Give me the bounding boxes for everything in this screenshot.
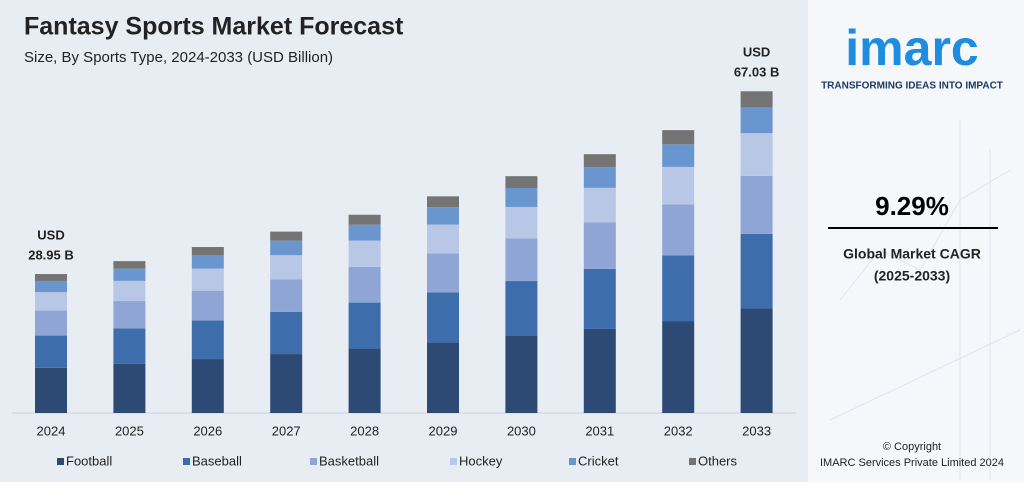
bar-segment bbox=[662, 144, 695, 167]
total-label: 67.03 B bbox=[734, 65, 780, 80]
bar-segment bbox=[427, 253, 459, 293]
bar-segment bbox=[35, 310, 67, 336]
total-label: 28.95 B bbox=[28, 247, 74, 262]
legend-swatch bbox=[569, 458, 576, 465]
bar-segment bbox=[505, 281, 538, 337]
legend-label: Baseball bbox=[192, 453, 242, 468]
chart-title: Fantasy Sports Market Forecast bbox=[24, 13, 404, 41]
bar-segment bbox=[348, 214, 381, 225]
bar-segment bbox=[740, 233, 773, 309]
bar-segment bbox=[505, 206, 538, 239]
x-tick-label: 2033 bbox=[742, 423, 771, 438]
cagr-label: Global Market CAGR bbox=[843, 246, 981, 262]
company: IMARC Services Private Limited 2024 bbox=[820, 457, 1004, 469]
bar-segment bbox=[113, 261, 146, 269]
bar-segment bbox=[348, 240, 381, 267]
legend-swatch bbox=[183, 458, 190, 465]
bar-segment bbox=[270, 311, 303, 355]
legend-label: Basketball bbox=[319, 453, 379, 468]
x-tick-label: 2030 bbox=[507, 423, 536, 438]
x-tick-label: 2024 bbox=[37, 423, 66, 438]
legend-label: Others bbox=[698, 453, 738, 468]
x-tick-label: 2031 bbox=[585, 423, 614, 438]
legend-swatch bbox=[310, 458, 317, 465]
bar-segment bbox=[662, 204, 695, 256]
total-label: USD bbox=[37, 227, 64, 242]
bar-segment bbox=[35, 367, 67, 413]
bar-segment bbox=[270, 279, 303, 312]
bar-segment bbox=[348, 348, 381, 413]
bar-segment bbox=[348, 266, 381, 303]
bar-segment bbox=[740, 107, 773, 134]
bar-segment bbox=[113, 301, 146, 329]
legend-label: Football bbox=[66, 453, 112, 468]
bar-segment bbox=[35, 280, 67, 293]
chart-subtitle: Size, By Sports Type, 2024-2033 (USD Bil… bbox=[24, 49, 333, 66]
legend-swatch bbox=[57, 458, 64, 465]
bar-segment bbox=[270, 354, 303, 413]
bar-segment bbox=[740, 308, 773, 413]
sidebar-background bbox=[808, 0, 1024, 482]
legend-swatch bbox=[689, 458, 696, 465]
bar-segment bbox=[505, 187, 538, 207]
bar-segment bbox=[583, 268, 616, 329]
bar-segment bbox=[427, 196, 459, 208]
bar-segment bbox=[740, 175, 773, 234]
bar-segment bbox=[583, 187, 616, 223]
bar-segment bbox=[348, 224, 381, 241]
bar-segment bbox=[583, 328, 616, 413]
bar-segment bbox=[427, 292, 459, 343]
bar-segment bbox=[35, 292, 67, 311]
bar-segment bbox=[191, 359, 224, 413]
bar-segment bbox=[348, 302, 381, 349]
bar-segment bbox=[583, 154, 616, 168]
legend-swatch bbox=[450, 458, 457, 465]
bar-segment bbox=[191, 268, 224, 291]
x-tick-label: 2027 bbox=[272, 423, 301, 438]
bar-segment bbox=[662, 130, 695, 145]
tagline: TRANSFORMING IDEAS INTO IMPACT bbox=[821, 81, 1003, 92]
x-tick-label: 2029 bbox=[429, 423, 458, 438]
bar-segment bbox=[505, 336, 538, 413]
bar-segment bbox=[113, 280, 146, 302]
cagr-period: (2025-2033) bbox=[874, 268, 950, 284]
cagr-value: 9.29% bbox=[875, 191, 949, 221]
bar-segment bbox=[35, 335, 67, 368]
bar-segment bbox=[505, 238, 538, 282]
bar-segment bbox=[662, 321, 695, 413]
legend-label: Hockey bbox=[459, 453, 503, 468]
bar-segment bbox=[113, 328, 146, 364]
bar-segment bbox=[113, 363, 146, 413]
bar-segment bbox=[270, 231, 303, 241]
bar-segment bbox=[191, 255, 224, 269]
bar-segment bbox=[662, 166, 695, 205]
bar-segment bbox=[191, 247, 224, 256]
bar-segment bbox=[427, 224, 459, 254]
bar-segment bbox=[740, 133, 773, 176]
sidebar-decoration bbox=[829, 120, 1021, 480]
bar-segment bbox=[191, 290, 224, 321]
legend-label: Cricket bbox=[578, 453, 619, 468]
bar-segment bbox=[427, 342, 459, 413]
x-tick-label: 2032 bbox=[664, 423, 693, 438]
bar-segment bbox=[113, 268, 146, 281]
bar-segment bbox=[270, 240, 303, 256]
bar-segment bbox=[740, 91, 773, 108]
bar-segment bbox=[191, 320, 224, 360]
bar-segment bbox=[270, 255, 303, 280]
bar-segment bbox=[505, 176, 538, 188]
bar-segment bbox=[35, 274, 67, 281]
logo: imarc bbox=[845, 20, 978, 76]
x-tick-label: 2028 bbox=[350, 423, 379, 438]
x-tick-label: 2025 bbox=[115, 423, 144, 438]
total-label: USD bbox=[743, 45, 770, 60]
x-tick-label: 2026 bbox=[193, 423, 222, 438]
copyright: © Copyright bbox=[883, 441, 941, 453]
bar-segment bbox=[427, 207, 459, 225]
bar-segment bbox=[583, 222, 616, 269]
bar-segment bbox=[662, 255, 695, 322]
bar-segment bbox=[583, 167, 616, 188]
